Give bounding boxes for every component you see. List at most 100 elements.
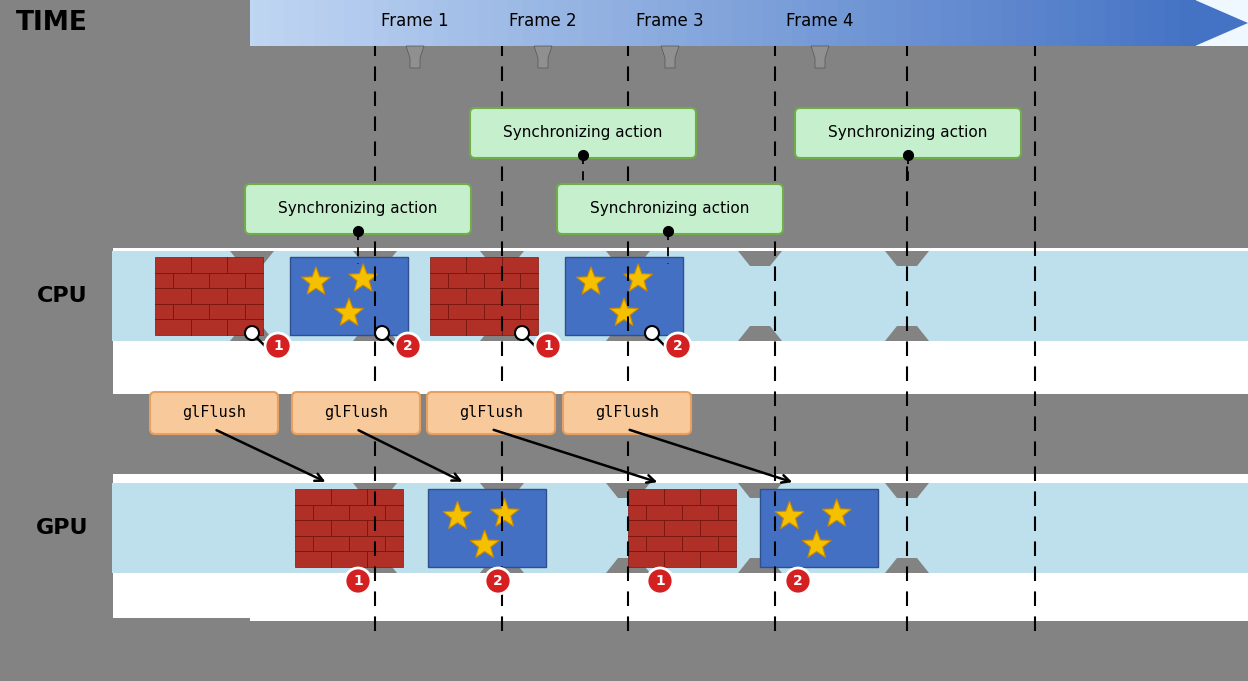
Bar (112, 394, 1248, 474)
Bar (75, 0, 91, 46)
Bar (1136, 0, 1151, 46)
Bar (900, 474, 955, 621)
Bar (0, 618, 250, 681)
FancyBboxPatch shape (470, 108, 696, 158)
Bar (658, 0, 673, 46)
Text: 2: 2 (493, 574, 503, 588)
Polygon shape (480, 251, 524, 266)
Bar (30, 0, 46, 46)
Text: Frame 3: Frame 3 (636, 12, 704, 30)
Bar (105, 0, 121, 46)
Bar (448, 0, 464, 46)
Text: Synchronizing action: Synchronizing action (503, 125, 663, 140)
Polygon shape (738, 558, 782, 573)
Bar (1121, 0, 1136, 46)
FancyBboxPatch shape (563, 392, 691, 434)
Bar (628, 489, 736, 567)
Bar (295, 489, 403, 567)
Bar (418, 0, 434, 46)
Bar (881, 0, 897, 46)
Bar (45, 0, 61, 46)
Polygon shape (470, 530, 499, 558)
Bar (866, 0, 882, 46)
Bar (0, 0, 16, 46)
Circle shape (515, 326, 529, 340)
Bar (180, 0, 195, 46)
Bar (718, 0, 733, 46)
Bar (1061, 0, 1077, 46)
Polygon shape (661, 46, 679, 68)
Polygon shape (353, 474, 397, 621)
Circle shape (785, 568, 811, 594)
Polygon shape (885, 251, 929, 266)
Bar (195, 0, 210, 46)
Bar (0, 46, 252, 248)
Text: Frame 2: Frame 2 (509, 12, 577, 30)
Polygon shape (775, 501, 804, 528)
Text: GPU: GPU (36, 518, 89, 538)
Bar (478, 0, 494, 46)
Bar (538, 0, 554, 46)
Polygon shape (490, 498, 519, 526)
Bar (508, 0, 524, 46)
Text: glFlush: glFlush (182, 405, 246, 420)
Text: 1: 1 (543, 339, 553, 353)
Bar (60, 0, 76, 46)
Bar (112, 483, 1248, 573)
Polygon shape (480, 558, 524, 573)
Bar (761, 0, 778, 46)
Bar (583, 0, 599, 46)
Bar (956, 0, 972, 46)
Text: Synchronizing action: Synchronizing action (278, 202, 438, 217)
Bar (493, 0, 509, 46)
Polygon shape (607, 558, 650, 573)
Bar (1076, 0, 1092, 46)
Polygon shape (230, 251, 275, 266)
Text: TIME: TIME (16, 10, 87, 36)
Bar (1181, 0, 1196, 46)
Bar (851, 0, 867, 46)
Bar (253, 0, 270, 46)
Bar (463, 0, 479, 46)
Bar (746, 0, 763, 46)
Bar (1016, 0, 1032, 46)
Polygon shape (406, 46, 424, 68)
Bar (240, 0, 255, 46)
Bar (0, 0, 114, 681)
Bar (112, 251, 1248, 341)
Bar (565, 257, 683, 335)
Polygon shape (534, 46, 552, 68)
Bar (283, 0, 300, 46)
FancyBboxPatch shape (427, 392, 555, 434)
Bar (760, 489, 879, 567)
Bar (1046, 0, 1062, 46)
Polygon shape (353, 483, 397, 498)
Bar (0, 0, 250, 196)
Circle shape (344, 568, 371, 594)
Polygon shape (738, 248, 782, 394)
Bar (120, 0, 136, 46)
Bar (911, 0, 927, 46)
Text: glFlush: glFlush (595, 405, 659, 420)
Bar (135, 0, 150, 46)
Circle shape (665, 333, 691, 359)
Bar (433, 0, 449, 46)
Bar (112, 196, 1248, 391)
Bar (836, 0, 852, 46)
Polygon shape (885, 558, 929, 573)
Bar (731, 0, 748, 46)
Bar (428, 489, 547, 567)
Text: glFlush: glFlush (324, 405, 388, 420)
Polygon shape (230, 248, 275, 394)
Polygon shape (885, 248, 929, 394)
Bar (1151, 0, 1166, 46)
Polygon shape (607, 326, 650, 341)
Bar (112, 248, 1248, 394)
Text: 2: 2 (673, 339, 683, 353)
FancyBboxPatch shape (245, 184, 470, 234)
Bar (1091, 0, 1107, 46)
Bar (343, 0, 359, 46)
Bar (373, 0, 389, 46)
Text: CPU: CPU (36, 286, 87, 306)
Bar (568, 0, 584, 46)
